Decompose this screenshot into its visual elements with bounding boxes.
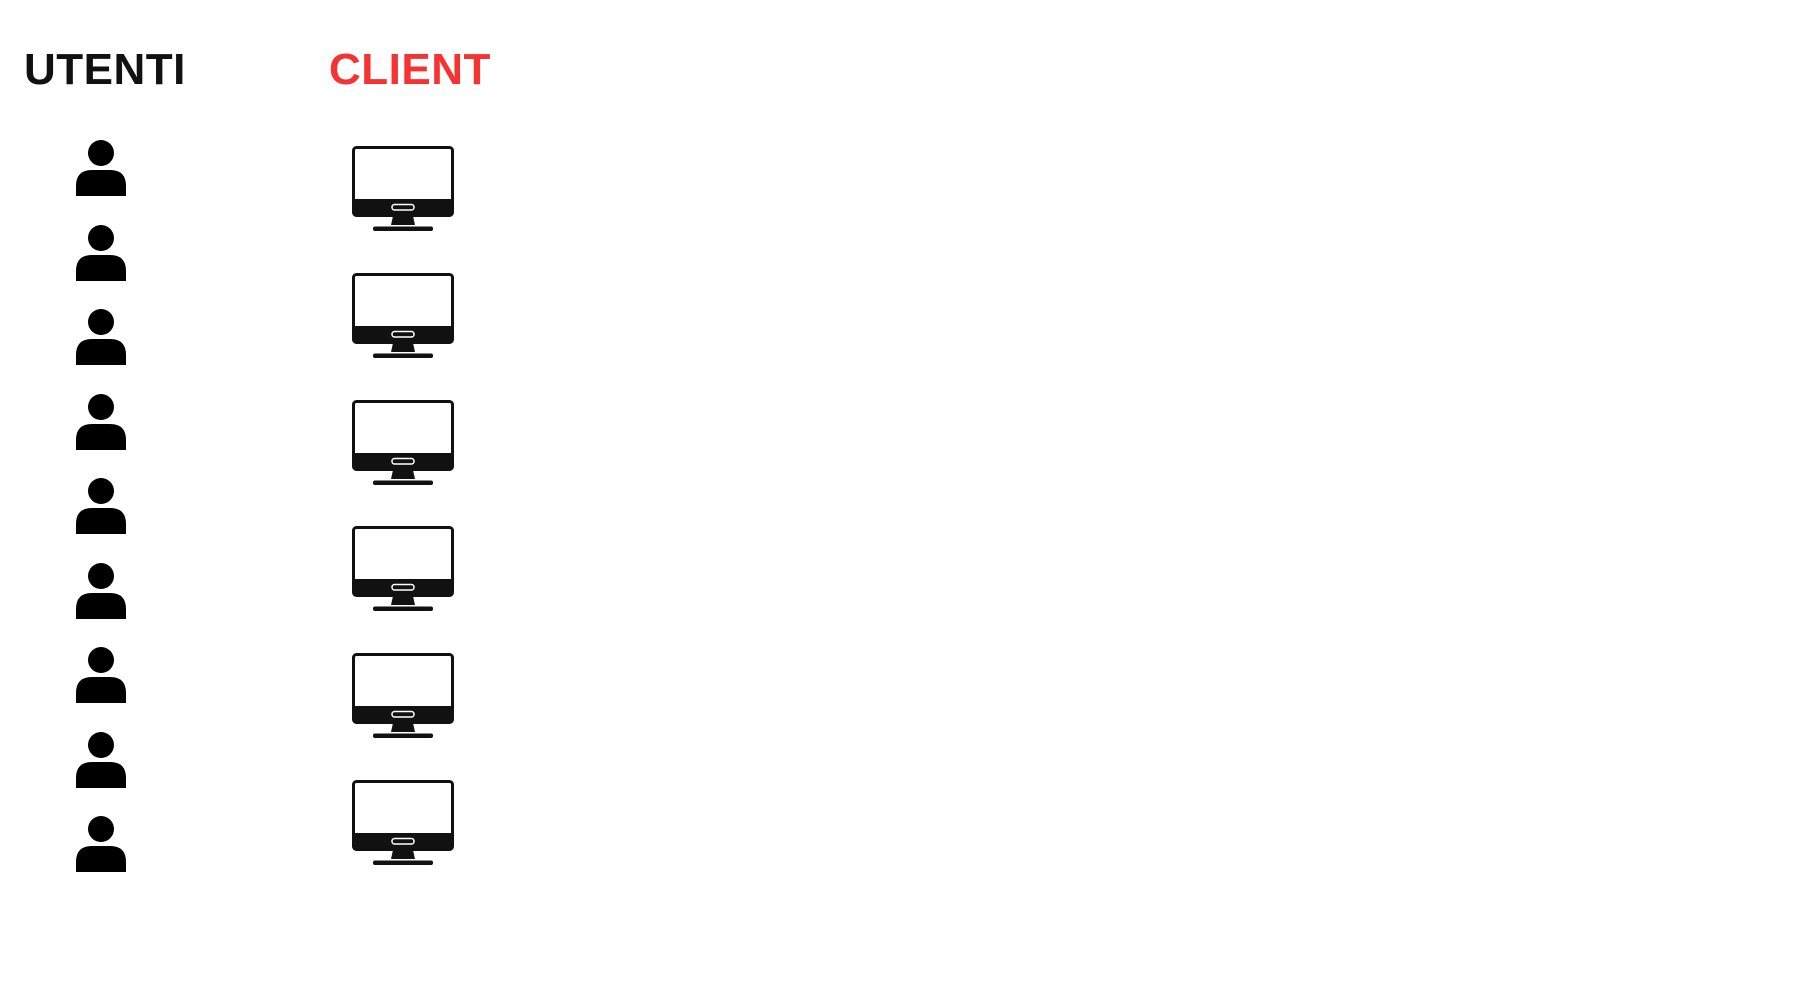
user-icon xyxy=(76,140,126,196)
user-icon xyxy=(76,816,126,872)
user-icon xyxy=(76,731,126,788)
monitor-icon xyxy=(352,146,454,232)
monitor-icon xyxy=(352,780,454,866)
user-icon xyxy=(76,309,126,365)
monitor-icon xyxy=(352,399,454,486)
monitor-icon xyxy=(352,272,454,359)
users-column-title: UTENTI xyxy=(24,45,186,94)
user-icon xyxy=(76,562,126,619)
user-icon xyxy=(76,393,126,450)
user-icon xyxy=(76,478,126,534)
user-icon xyxy=(76,224,126,281)
clients-column-title: CLIENT xyxy=(329,45,491,94)
monitor-icon xyxy=(352,653,454,739)
monitor-icon xyxy=(352,526,454,612)
user-icon xyxy=(76,647,126,703)
